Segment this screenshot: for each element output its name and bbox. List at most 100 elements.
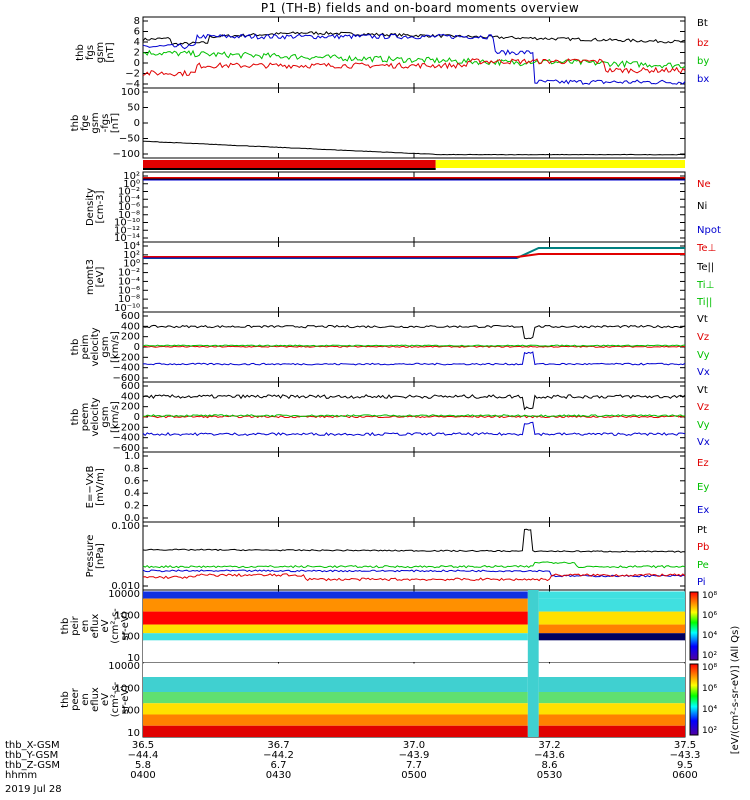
ylabel-line-peer: (cm²-s- <box>110 681 121 717</box>
legend-peem-Vt: Vt <box>697 385 708 396</box>
xaxis-row-label-3: hhmm <box>5 770 37 781</box>
ytick-label-fge: 0 <box>134 118 140 129</box>
xaxis-value-1-3: −43.6 <box>534 750 565 761</box>
spectro-band-peer <box>538 714 685 726</box>
legend-temperature-Te⊥: Te⊥ <box>696 243 716 254</box>
spectro-band-peer <box>143 703 528 715</box>
ytick-label-fgs: −2 <box>125 69 140 80</box>
spectro-band-peer <box>143 663 528 677</box>
legend-density-Ni: Ni <box>697 201 707 212</box>
ytick-label-density: 10⁰ <box>123 179 140 190</box>
line-te-perp <box>143 253 685 258</box>
ytick-label-temperature: 10⁻⁸ <box>118 294 140 305</box>
legend-peim-Vz: Vz <box>697 332 709 343</box>
colorbar-tick-peir: 10⁶ <box>702 611 717 621</box>
legend-pressure-Pi: Pi <box>697 577 706 588</box>
colorbar-label: [eV/(cm²-s-sr-eV)] (All Qs) <box>730 626 741 755</box>
colorbar-tick-peer: 10⁴ <box>702 705 717 715</box>
ytick-label-peim: 0 <box>134 342 140 353</box>
colorbar-tick-peir: 10⁸ <box>702 591 717 601</box>
ylabel-line-peir: (cm²-s- <box>110 608 121 644</box>
ytick-label-temperature: 10⁰ <box>123 259 140 270</box>
spectro-band-peer <box>538 663 685 677</box>
spectro-band-peer <box>143 714 528 726</box>
ytick-label-fgs: −4 <box>125 79 140 90</box>
ylabel-line-peem: gsm <box>100 406 111 427</box>
ytick-label-efield: 0.6 <box>124 476 140 487</box>
xaxis-value-2-2: 7.7 <box>406 760 422 771</box>
spectro-band-peer <box>143 677 528 692</box>
ytick-label-peem: 600 <box>121 381 140 392</box>
legend-efield-Ex: Ex <box>697 505 709 516</box>
ytick-label-efield: 0.2 <box>124 501 140 512</box>
flag-segment-1 <box>435 160 685 168</box>
ytick-label-peem: −200 <box>113 422 140 433</box>
ytick-label-peim: 600 <box>121 311 140 322</box>
ylabel-line-fge: gsm <box>90 112 101 133</box>
ylabel-line-fgs: thb <box>75 44 86 61</box>
ytick-label-peim: −400 <box>113 363 140 374</box>
ylabel-line-peim: thb <box>70 339 81 356</box>
ylabel-line-peim: gsm <box>100 336 111 357</box>
ytick-label-peir: 100 <box>121 632 140 643</box>
ylabel-temperature: momt3 [eV] <box>85 259 106 295</box>
ytick-label-density: 10⁻¹⁴ <box>114 233 140 244</box>
line-fge-diff <box>142 140 686 156</box>
ytick-label-efield: 0.0 <box>124 513 140 524</box>
ytick-label-peem: 200 <box>121 402 140 413</box>
ylabel-line-peer: thb <box>60 691 71 708</box>
ytick-label-peer: 100 <box>121 706 140 717</box>
date-label: 2019 Jul 28 <box>5 784 62 795</box>
line-pb <box>142 573 686 582</box>
ylabel-pressure: Pressure [nPa] <box>85 535 106 578</box>
ytick-label-density: 10⁻¹⁰ <box>114 218 140 229</box>
colorbar-tick-peir: 10² <box>702 651 717 661</box>
ytick-label-fgs: 6 <box>134 27 140 38</box>
ylabel-peir: thb peir en eflux eV (cm²-s-sr-eV) <box>60 608 131 644</box>
xaxis-value-1-1: −44.2 <box>263 750 294 761</box>
legend-peem-Vz: Vz <box>697 402 709 413</box>
ytick-label-density: 10⁻⁶ <box>118 202 140 213</box>
spectro-band-peir <box>143 633 528 641</box>
legend-density-Npot: Npot <box>697 225 721 236</box>
xaxis-value-2-4: 9.5 <box>677 760 693 771</box>
ylabel-line-peem: peem <box>80 403 91 431</box>
ylabel-line-peer: eflux <box>90 687 101 712</box>
ytick-label-fge: 50 <box>127 103 140 114</box>
ylabel-line-peer: en <box>80 693 91 706</box>
ytick-label-fgs: 4 <box>134 37 140 48</box>
line-vt-peem <box>142 394 686 411</box>
spectro-band-peir <box>538 640 685 662</box>
ytick-label-efield: 1.0 <box>124 451 140 462</box>
spectro-band-peir <box>143 591 528 599</box>
colorbar-peer <box>689 663 699 736</box>
spectro-band-peir <box>538 611 685 625</box>
ytick-label-peim: −600 <box>113 373 140 384</box>
line-vx-peem <box>142 421 686 437</box>
panel-frame-efield <box>142 451 686 523</box>
ylabel-line-fge: [nT] <box>110 113 121 133</box>
ytick-label-peim: 400 <box>121 321 140 332</box>
ylabel-line-fge: -fgs <box>100 114 111 133</box>
ytick-label-fgs: 8 <box>134 16 140 27</box>
ytick-label-peer: 10 <box>127 728 140 739</box>
ylabel-peem: thb peem velocity gsm [km/s] <box>70 397 121 436</box>
legend-temperature-Ti⊥: Ti⊥ <box>696 280 714 291</box>
spectro-band-peer <box>538 703 685 715</box>
ytick-label-pressure: 0.010 <box>111 581 140 592</box>
ytick-label-peem: 0 <box>134 412 140 423</box>
ylabel-line-fge: fge <box>80 115 91 131</box>
legend-peim-Vx: Vx <box>697 367 710 378</box>
line-vt-peim <box>142 324 686 340</box>
spectro-band-peir <box>538 591 685 599</box>
ylabel-line-peir: eV <box>100 619 111 632</box>
xaxis-value-1-2: −43.9 <box>399 750 430 761</box>
ytick-label-peim: 200 <box>121 332 140 343</box>
ylabel-density: Density [cm-3] <box>85 188 106 226</box>
legend-pressure-Pt: Pt <box>697 525 707 536</box>
xaxis-value-0-1: 36.7 <box>267 740 289 751</box>
xaxis-value-0-4: 37.5 <box>674 740 696 751</box>
xaxis-value-3-4: 0600 <box>672 770 697 781</box>
line-bz <box>142 58 686 77</box>
ylabel-line-peer: peer <box>70 687 81 711</box>
